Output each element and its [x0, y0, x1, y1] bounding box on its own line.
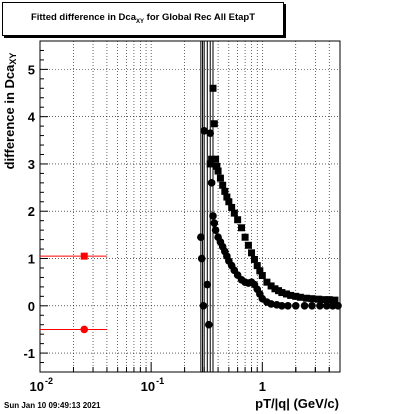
x-tick-label: 10 [141, 379, 155, 394]
data-point-circle [278, 302, 286, 310]
title-box: Fitted difference in DcaXY for Global Re… [2, 2, 284, 36]
data-point-circle [211, 226, 220, 234]
x-tick-label-exponent: -1 [156, 376, 164, 386]
data-point-square [212, 155, 220, 163]
data-point-square [287, 291, 295, 299]
data-point-square [267, 282, 275, 290]
title-rest: for Global Rec All EtapT [144, 12, 256, 23]
data-point-circle [197, 233, 205, 242]
data-point-square [296, 293, 304, 301]
data-point-circle [199, 302, 208, 310]
data-point-square [308, 295, 316, 303]
data-point-circle [328, 302, 337, 310]
data-point-square [303, 294, 311, 302]
data-point-square [214, 167, 222, 175]
data-point-square [271, 285, 279, 293]
data-point-circle [291, 302, 300, 310]
data-point-square [210, 120, 218, 128]
y-tick-label: 5 [28, 62, 35, 77]
data-point-circle [80, 325, 89, 334]
data-point-square [206, 160, 214, 168]
data-point-circle [322, 302, 331, 310]
data-point-circle [316, 302, 324, 310]
data-point-circle [267, 300, 275, 308]
data-point-circle [209, 212, 217, 220]
y-tick-label: 1 [28, 252, 35, 267]
title-main: Fitted difference in Dca [30, 12, 136, 23]
data-point-square [208, 155, 216, 163]
timestamp: Sun Jan 10 09:49:13 2021 [4, 401, 101, 410]
data-point-square [325, 296, 333, 304]
data-point-square [213, 162, 221, 170]
y-tick-label: 0 [28, 299, 35, 314]
data-point-square [219, 181, 227, 189]
data-point-square [209, 84, 217, 92]
data-point-square [250, 255, 258, 263]
data-point-square [253, 262, 261, 270]
data-point-square [248, 249, 256, 257]
data-point-circle [200, 127, 208, 135]
data-point-square [228, 203, 236, 211]
data-point-square [238, 224, 246, 232]
y-tick-label: 2 [28, 204, 35, 219]
data-point-square [241, 233, 249, 241]
y-tick-label: -1 [23, 346, 35, 361]
data-point-circle [300, 302, 309, 310]
data-point-circle [284, 302, 292, 310]
plot-frame [39, 40, 341, 373]
x-axis-label: pT/|q| (GeV/c) [255, 396, 339, 411]
data-point-square [244, 241, 252, 249]
data-point-circle [308, 302, 316, 310]
data-point-circle [204, 320, 213, 329]
data-point-square [292, 292, 300, 300]
data-point-square [258, 272, 266, 280]
data-point-circle [207, 179, 216, 187]
title-subscript: XY [136, 19, 145, 25]
data-point-square [216, 174, 224, 182]
data-point-square [80, 252, 88, 260]
data-point-square [331, 296, 339, 304]
grid [40, 41, 340, 372]
data-point-square [234, 216, 242, 224]
data-point-square [320, 296, 328, 304]
y-tick-label: 4 [28, 110, 36, 125]
data-point-circle [197, 254, 206, 263]
data-point-circle [206, 129, 215, 138]
data-point-square [263, 278, 271, 286]
data-point-circle [334, 302, 342, 310]
data-point-square [314, 295, 322, 303]
chart-title: Fitted difference in DcaXY for Global Re… [3, 12, 283, 25]
data-point-square [225, 198, 233, 206]
data-point-square [282, 290, 290, 298]
data-point-square [230, 209, 238, 217]
data-point-circle [210, 219, 219, 227]
data-point-square [223, 193, 231, 201]
data-marks [40, 41, 342, 372]
x-tick-label: 1 [259, 379, 266, 394]
x-tick-label: 10 [30, 379, 44, 394]
data-point-circle [203, 280, 212, 289]
data-point-square [278, 289, 286, 297]
data-point-square [256, 267, 264, 275]
y-tick-label: 3 [28, 157, 35, 172]
data-point-square [221, 187, 229, 195]
x-tick-label-exponent: -2 [45, 376, 53, 386]
